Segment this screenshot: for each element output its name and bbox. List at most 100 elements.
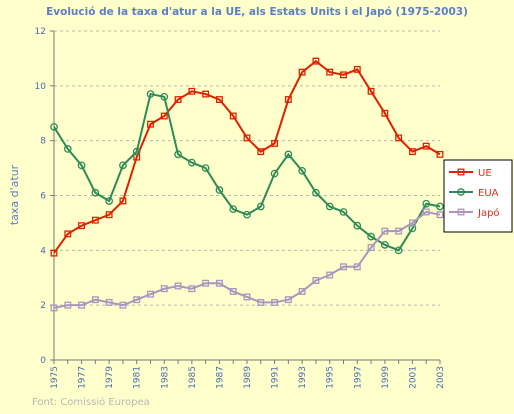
data-point-ue <box>202 90 210 98</box>
data-point-jap- <box>395 227 403 235</box>
legend: UE EUA Japó <box>443 159 513 233</box>
data-point-jap- <box>284 296 292 304</box>
chart-title: Evolució de la taxa d'atur a la UE, als … <box>46 6 468 18</box>
data-point-ue <box>271 139 279 147</box>
data-point-jap- <box>202 279 210 287</box>
data-point-ue <box>91 216 99 224</box>
x-tick-label: 1999 <box>381 366 391 389</box>
x-tick-label: 1983 <box>160 366 170 389</box>
y-tick-label: 8 <box>40 137 46 147</box>
data-point-jap- <box>422 208 430 216</box>
data-point-jap- <box>271 298 279 306</box>
data-point-jap- <box>326 271 334 279</box>
data-point-eua <box>312 188 320 197</box>
data-point-ue <box>119 197 127 205</box>
data-point-jap- <box>133 296 141 304</box>
legend-marker-eua <box>457 188 465 196</box>
data-point-eua <box>91 188 100 197</box>
data-point-ue <box>395 134 403 142</box>
data-point-eua <box>353 221 362 230</box>
y-axis-label: taxa d'atur <box>8 164 21 225</box>
series-line-jap- <box>53 210 441 309</box>
x-tick-label: 1979 <box>105 366 115 389</box>
data-point-eua <box>201 164 210 172</box>
legend-label-ue: UE <box>478 168 492 179</box>
data-point-jap- <box>91 296 99 304</box>
data-point-eua <box>436 202 444 211</box>
data-point-ue <box>215 96 223 103</box>
data-point-jap- <box>174 282 182 290</box>
data-point-ue <box>367 87 375 95</box>
data-point-ue <box>408 148 416 156</box>
data-point-ue <box>78 222 86 230</box>
y-tick-label: 6 <box>40 192 46 202</box>
x-tick-label: 1993 <box>298 366 308 389</box>
data-point-ue <box>243 134 251 142</box>
data-point-ue <box>422 142 430 150</box>
data-point-eua <box>174 150 182 159</box>
x-tick-label: 1985 <box>188 366 198 389</box>
x-tick-label: 1975 <box>50 366 60 389</box>
data-point-eua <box>77 161 86 170</box>
data-point-jap- <box>147 290 154 298</box>
data-point-jap- <box>340 263 347 271</box>
legend-marker-jap- <box>457 208 465 216</box>
series-line-eua <box>53 92 441 252</box>
data-point-ue <box>284 96 292 103</box>
x-tick-label: 2003 <box>436 366 446 389</box>
data-point-jap- <box>298 288 306 295</box>
data-point-ue <box>436 150 444 158</box>
legend-label-eua: EUA <box>478 188 499 199</box>
data-point-jap- <box>243 293 251 301</box>
y-tick-label: 0 <box>40 356 46 366</box>
data-point-ue <box>64 230 72 238</box>
data-point-eua <box>215 186 224 194</box>
data-point-eua <box>160 92 169 101</box>
x-tick-label: 1997 <box>353 366 363 389</box>
grid-layer <box>54 30 440 306</box>
data-point-jap- <box>353 263 361 271</box>
series-line-ue <box>53 59 441 254</box>
data-point-ue <box>174 96 182 103</box>
data-point-eua <box>243 210 251 219</box>
data-point-eua <box>50 123 58 131</box>
data-point-eua <box>188 158 196 167</box>
series-layer <box>50 57 444 312</box>
data-point-eua <box>105 197 113 205</box>
data-point-eua <box>367 232 375 241</box>
data-point-ue <box>340 71 347 79</box>
data-point-eua <box>284 150 293 159</box>
legend-box <box>443 159 513 233</box>
data-point-eua <box>422 199 431 208</box>
x-tick-label: 1977 <box>78 366 88 389</box>
data-point-jap- <box>381 227 389 235</box>
axis-layer: 0 2 4 6 8 10 12 1975 1977 1979 1981 1983 1985 1987 198… <box>35 27 446 389</box>
y-tick-label: 2 <box>40 301 46 311</box>
data-point-ue <box>50 249 58 257</box>
x-tick-label: 2001 <box>408 366 418 389</box>
data-point-jap- <box>312 277 320 284</box>
data-point-jap- <box>229 288 237 295</box>
data-point-eua <box>63 145 72 153</box>
data-point-eua <box>339 208 348 216</box>
data-point-jap- <box>257 298 265 306</box>
data-point-eua <box>270 169 279 178</box>
data-point-jap- <box>105 298 113 306</box>
data-point-ue <box>229 112 237 120</box>
data-point-ue <box>381 109 389 117</box>
data-point-jap- <box>50 304 58 312</box>
data-point-jap- <box>160 285 168 293</box>
data-point-jap- <box>78 301 86 309</box>
data-point-jap- <box>119 301 127 309</box>
data-point-ue <box>353 65 361 73</box>
data-point-eua <box>394 246 403 255</box>
legend-label-jap-: Japó <box>477 207 500 219</box>
data-point-eua <box>229 205 238 214</box>
data-point-eua <box>325 202 334 211</box>
data-point-ue <box>298 68 306 76</box>
source-note: Font: Comissió Europea <box>32 396 150 408</box>
x-tick-label: 1981 <box>133 366 143 389</box>
data-point-jap- <box>367 244 375 252</box>
y-tick-label: 4 <box>40 246 46 256</box>
